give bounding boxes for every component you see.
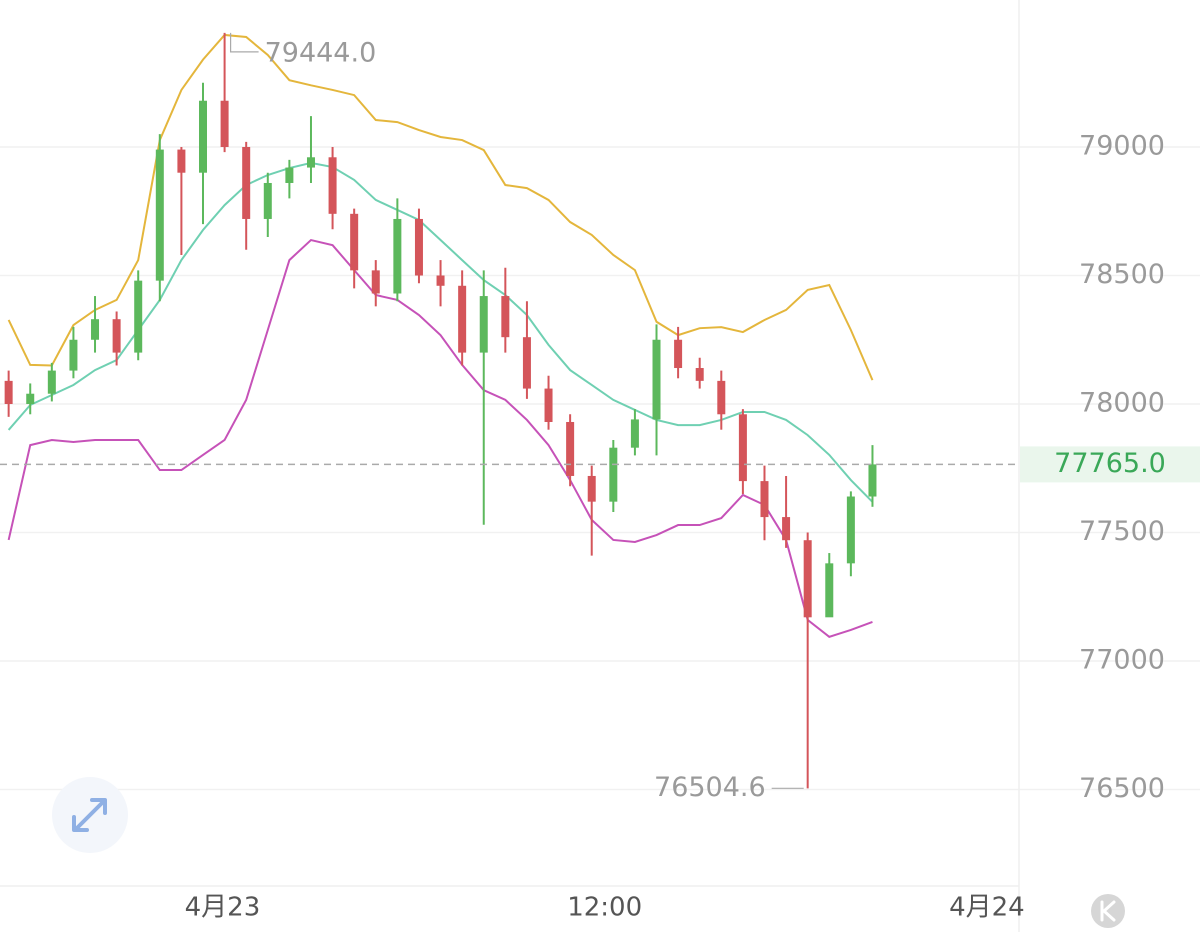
last-price-label: 77765.0 bbox=[1054, 448, 1166, 479]
high-label: 79444.0 bbox=[265, 37, 377, 68]
candle-body bbox=[306, 157, 315, 168]
candle-body bbox=[177, 149, 186, 173]
candle-body bbox=[782, 517, 791, 541]
candle-body bbox=[695, 368, 704, 381]
candle-body bbox=[393, 218, 402, 294]
candle-body bbox=[825, 563, 834, 618]
candle-body bbox=[414, 218, 423, 276]
low-label: 76504.6 bbox=[654, 772, 766, 803]
candle-body bbox=[868, 464, 877, 497]
x-tick-label: 4月23 bbox=[185, 893, 261, 923]
candle-body bbox=[674, 339, 683, 369]
candle-body bbox=[155, 149, 164, 281]
candle-body bbox=[717, 380, 726, 415]
candle-body bbox=[220, 100, 229, 148]
candle-body bbox=[846, 496, 855, 564]
candle-body bbox=[566, 421, 575, 476]
candle-body bbox=[501, 296, 510, 338]
candle-body bbox=[652, 339, 661, 420]
high-connector bbox=[229, 32, 259, 53]
candle-body bbox=[371, 270, 380, 294]
candle-body bbox=[242, 147, 251, 219]
candle-body bbox=[458, 285, 467, 353]
candle-body bbox=[522, 337, 531, 389]
y-tick-label: 77000 bbox=[1079, 644, 1165, 675]
candle-body bbox=[112, 319, 121, 353]
band-line bbox=[7, 238, 873, 638]
candle-body bbox=[47, 370, 56, 394]
candle-body bbox=[350, 213, 359, 271]
candle-body bbox=[285, 167, 294, 183]
x-tick-label: 12:00 bbox=[567, 893, 642, 923]
collapse-button[interactable] bbox=[1091, 894, 1125, 928]
candle-body bbox=[479, 296, 488, 353]
band-line bbox=[7, 161, 874, 503]
candle-body bbox=[587, 475, 596, 502]
candle-body bbox=[199, 100, 207, 173]
candle-body bbox=[544, 388, 553, 422]
y-tick-label: 76500 bbox=[1079, 773, 1165, 804]
expand-button[interactable] bbox=[52, 777, 128, 853]
candle-body bbox=[69, 339, 78, 371]
candle-body bbox=[609, 447, 618, 502]
candle-body bbox=[738, 414, 747, 482]
y-tick-label: 78500 bbox=[1079, 259, 1165, 290]
candle-body bbox=[803, 540, 812, 618]
x-tick-label: 4月24 bbox=[949, 893, 1025, 923]
candle-body bbox=[630, 419, 639, 448]
candle-body bbox=[328, 157, 337, 214]
candle-body bbox=[760, 481, 769, 518]
candle-body bbox=[26, 393, 35, 405]
band-line bbox=[7, 33, 874, 381]
candle-body bbox=[4, 380, 13, 405]
y-tick-label: 79000 bbox=[1079, 131, 1165, 162]
y-tick-label: 78000 bbox=[1079, 388, 1165, 419]
candle-body bbox=[134, 280, 143, 353]
last-price-tag bbox=[1020, 446, 1200, 483]
candle-body bbox=[263, 182, 272, 219]
candle-body bbox=[436, 275, 445, 286]
y-tick-label: 77500 bbox=[1079, 516, 1165, 547]
candle-body bbox=[91, 319, 100, 340]
